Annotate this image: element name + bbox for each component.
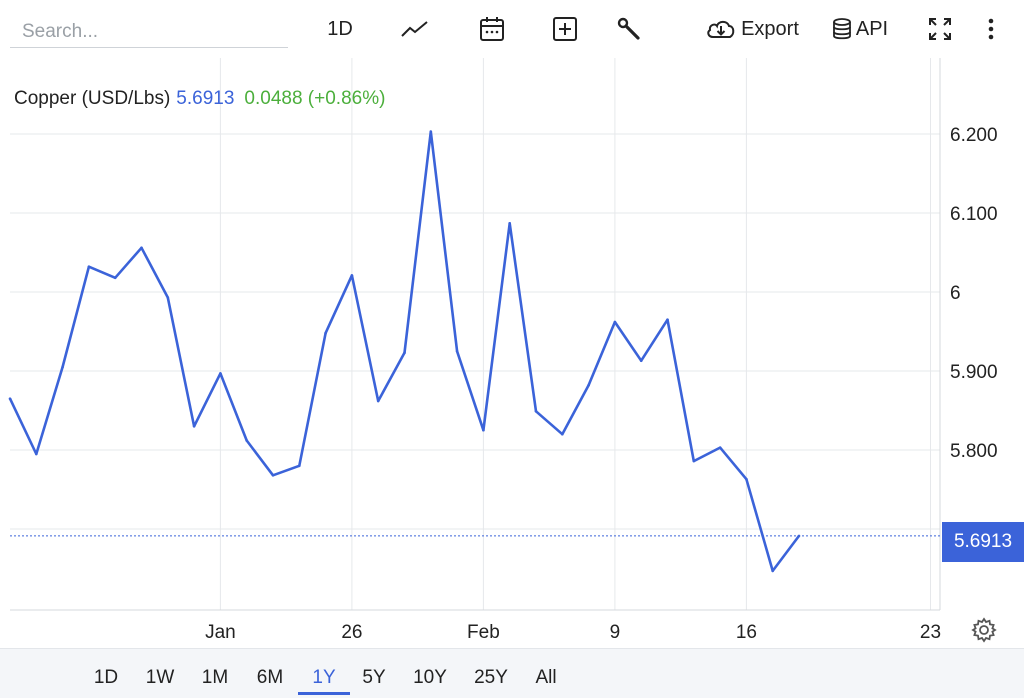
- more-options-button[interactable]: [978, 12, 1004, 46]
- y-tick-label: 6.200: [950, 125, 998, 146]
- interval-button[interactable]: 1D: [318, 12, 362, 46]
- last-price: 5.6913: [176, 88, 235, 109]
- data-point: [324, 331, 327, 335]
- range-button-25y[interactable]: 25Y: [474, 667, 508, 688]
- data-point: [482, 428, 485, 432]
- x-tick-label: Feb: [467, 622, 500, 643]
- range-button-1w[interactable]: 1W: [145, 667, 175, 688]
- y-tick-label: 5.800: [950, 441, 998, 462]
- calendar-button[interactable]: [474, 12, 510, 46]
- data-point: [771, 569, 774, 573]
- settings-tools-button[interactable]: [612, 12, 646, 46]
- data-point: [245, 439, 248, 442]
- cloud-download-icon: [707, 20, 735, 38]
- range-button-1y[interactable]: 1Y: [312, 667, 336, 688]
- chart-legend: Copper (USD/Lbs) 5.6913 0.0488 (+0.86%): [14, 88, 385, 110]
- instrument-name: Copper (USD/Lbs): [14, 88, 171, 109]
- price-series-line: [8, 130, 801, 573]
- data-point: [587, 383, 590, 387]
- export-button[interactable]: Export: [700, 12, 804, 46]
- plus-square-icon: [553, 17, 577, 41]
- y-tick-label: 6: [950, 283, 961, 304]
- active-range-underline: [298, 692, 350, 695]
- data-point: [8, 397, 12, 400]
- data-point: [61, 365, 64, 369]
- calendar-icon: [480, 17, 504, 41]
- data-point: [403, 351, 406, 355]
- x-tick-label: 26: [341, 622, 362, 643]
- price-chart[interactable]: 5.800 5.900 6 6.100 6.200 Jan 26 Feb 9 16 23: [0, 58, 1024, 648]
- data-point: [219, 372, 222, 375]
- y-tick-label: 5.900: [950, 362, 998, 383]
- range-bar: [0, 648, 1024, 698]
- data-point: [298, 464, 301, 468]
- y-tick-label: 6.100: [950, 204, 998, 225]
- data-point: [639, 359, 643, 363]
- chart-type-button[interactable]: [396, 12, 434, 46]
- more-vertical-icon: [988, 18, 994, 40]
- fullscreen-button[interactable]: [922, 12, 958, 46]
- range-button-1d[interactable]: 1D: [93, 667, 119, 688]
- data-point: [271, 473, 275, 477]
- data-point: [35, 452, 38, 456]
- data-point: [613, 320, 617, 324]
- data-point: [140, 246, 143, 250]
- x-tick-label: Jan: [205, 622, 236, 643]
- gear-icon[interactable]: [970, 616, 998, 644]
- search-input[interactable]: [10, 16, 288, 48]
- data-point: [692, 459, 696, 463]
- current-price-tag: 5.6913: [942, 522, 1024, 562]
- price-change: 0.0488 (+0.86%): [244, 88, 386, 109]
- data-point: [534, 409, 538, 413]
- data-point: [455, 349, 459, 353]
- fullscreen-icon: [929, 18, 951, 40]
- api-label: API: [855, 17, 889, 40]
- line-chart-icon: [401, 21, 428, 37]
- data-point: [192, 425, 196, 428]
- data-point: [508, 221, 512, 225]
- data-point: [87, 265, 91, 269]
- range-button-10y[interactable]: 10Y: [413, 667, 447, 688]
- wrench-icon: [617, 17, 640, 40]
- range-button-1m[interactable]: 1M: [201, 667, 229, 688]
- api-button[interactable]: API: [828, 12, 892, 46]
- export-label: Export: [741, 17, 799, 40]
- data-point: [376, 399, 380, 403]
- data-point: [718, 446, 722, 449]
- x-tick-label: 9: [610, 622, 621, 643]
- interval-label: 1D: [327, 17, 353, 40]
- range-button-all[interactable]: All: [535, 667, 557, 688]
- range-button-5y[interactable]: 5Y: [362, 667, 386, 688]
- range-button-6m[interactable]: 6M: [256, 667, 284, 688]
- data-point: [350, 274, 354, 277]
- database-icon: [832, 18, 851, 40]
- toolbar: 1D Export: [0, 0, 1024, 58]
- data-point: [166, 296, 170, 299]
- data-point: [666, 318, 669, 321]
- x-tick-label: 23: [920, 622, 941, 643]
- x-tick-label: 16: [736, 622, 757, 643]
- data-point: [113, 276, 117, 280]
- data-point: [745, 477, 748, 481]
- data-point: [429, 130, 433, 133]
- data-point: [797, 534, 801, 538]
- data-point: [561, 432, 564, 436]
- add-comparison-button[interactable]: [548, 12, 582, 46]
